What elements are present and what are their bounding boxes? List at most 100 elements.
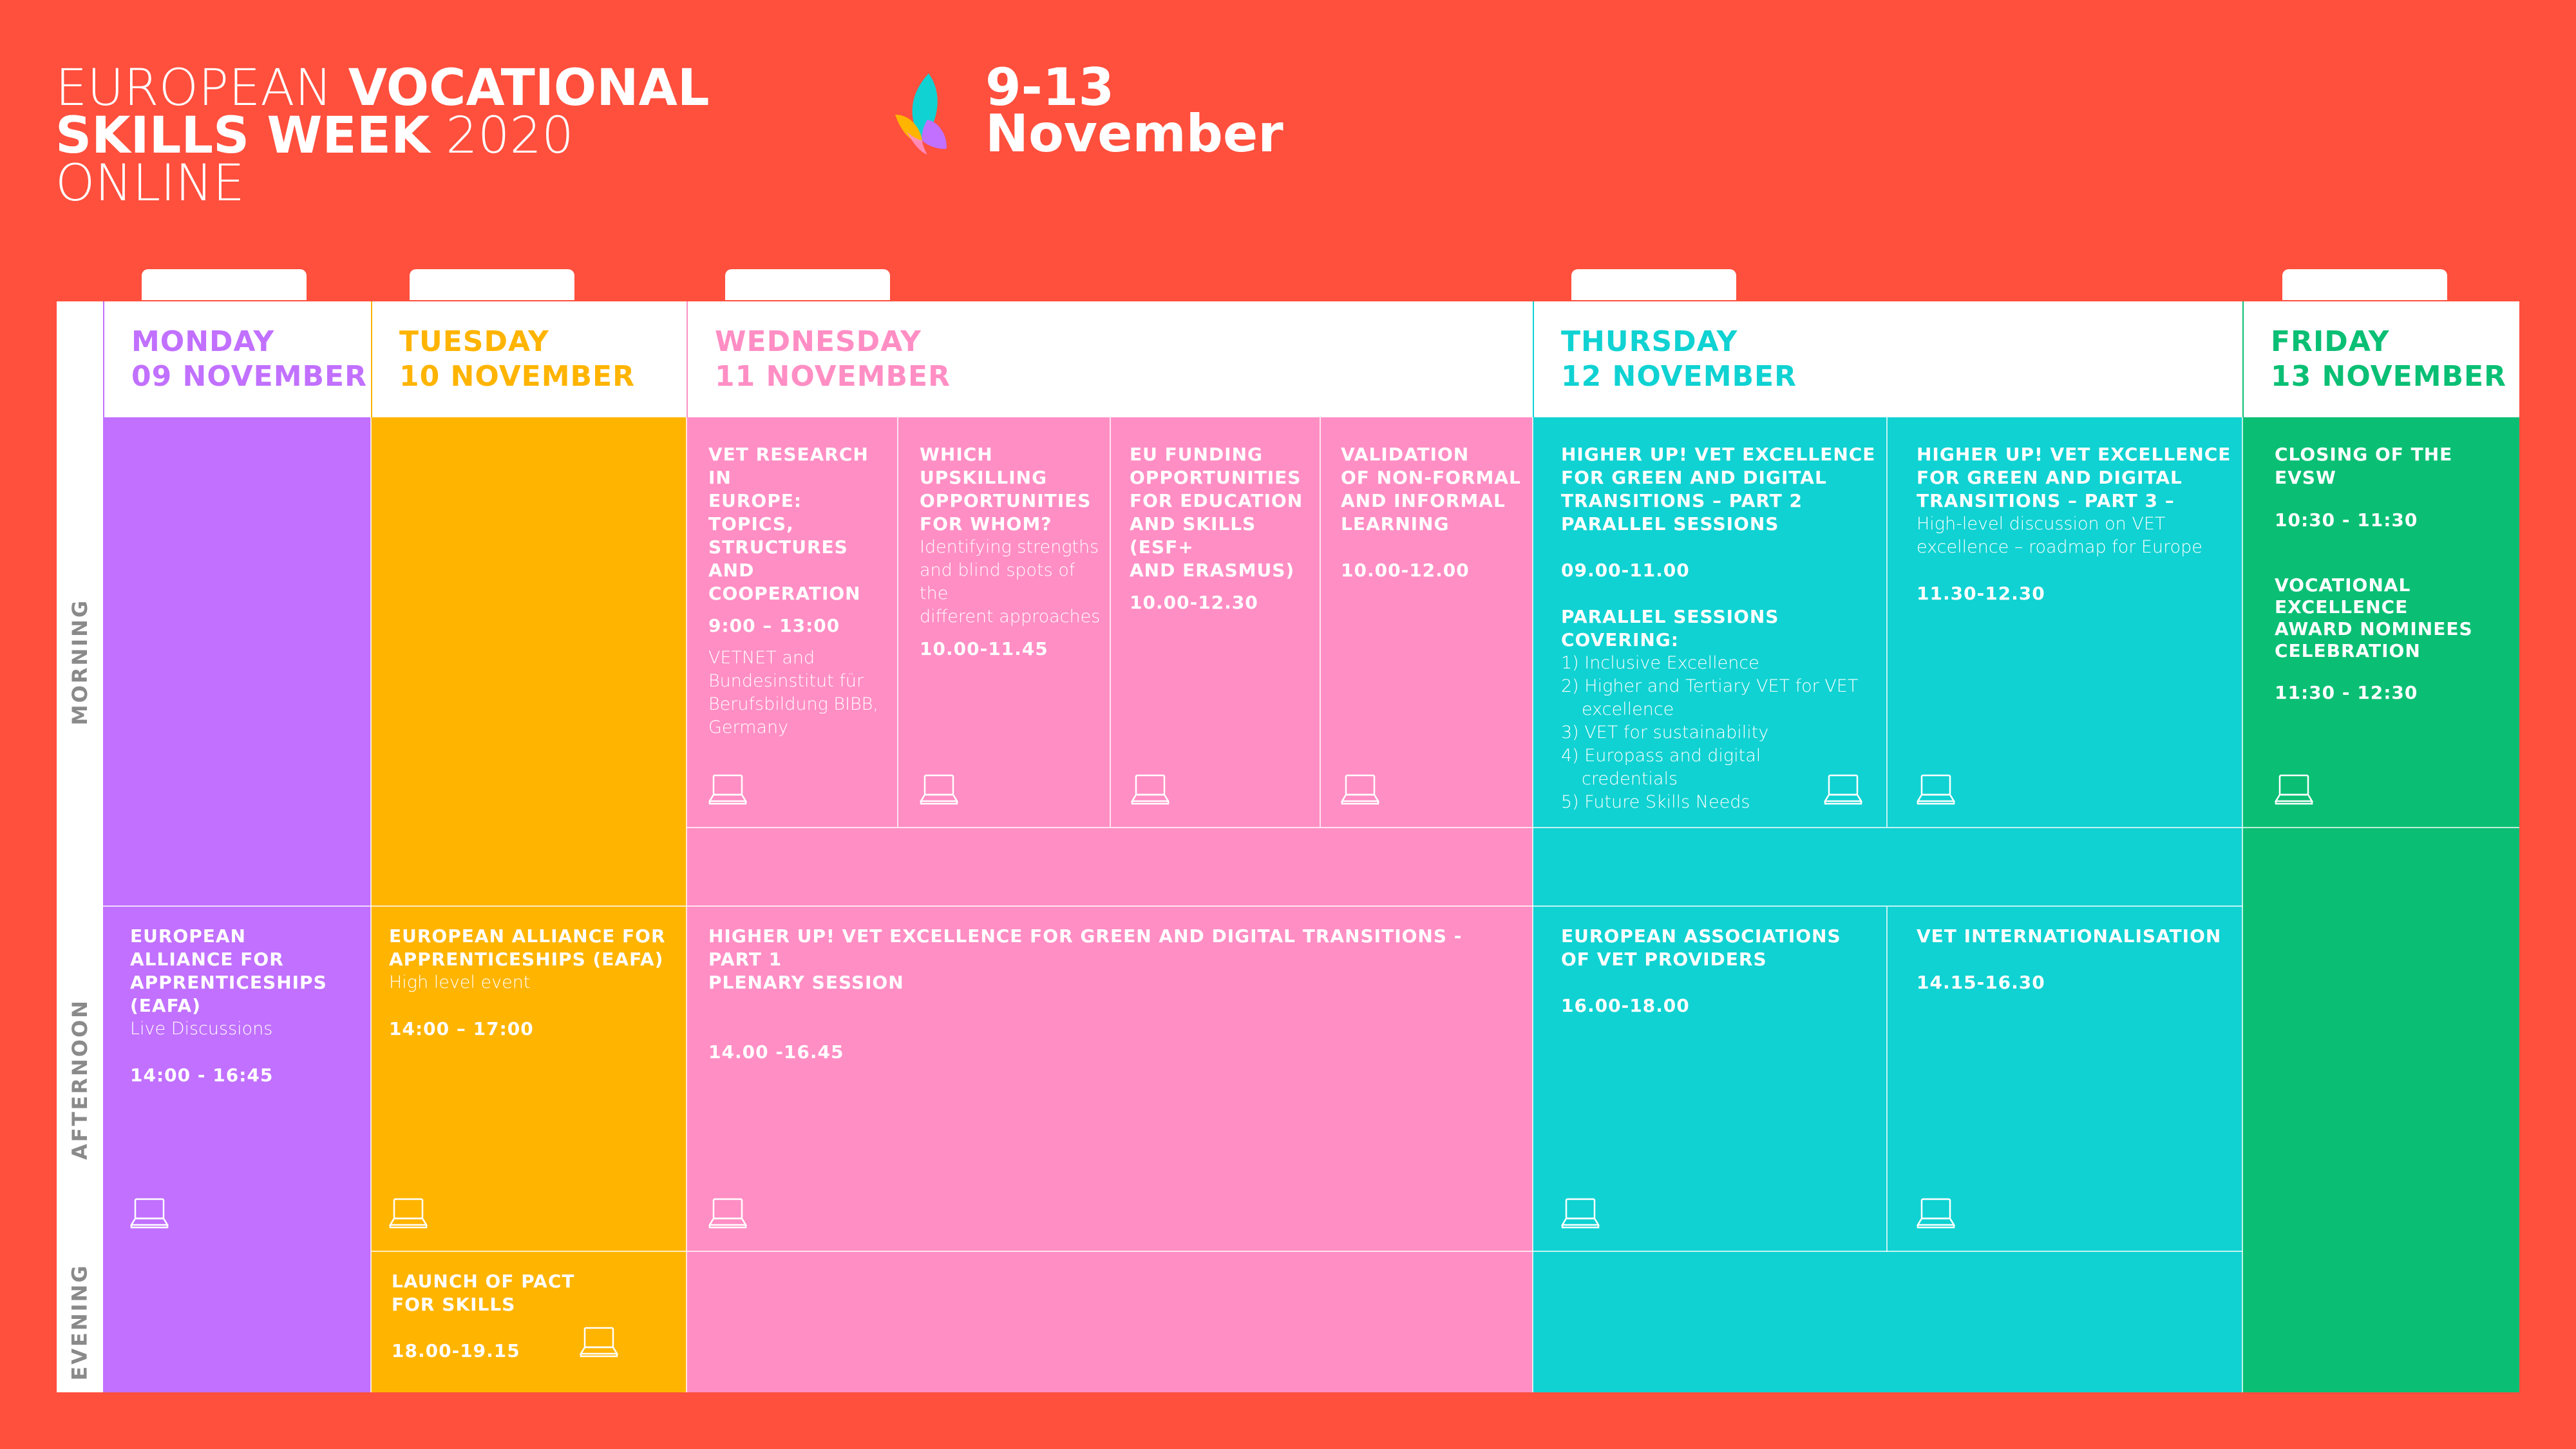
thursday-column <box>1533 417 2242 1392</box>
divider <box>897 417 898 827</box>
event-vet-research[interactable]: VET RESEARCH IN EUROPE: TOPICS, STRUCTURES … <box>708 443 895 739</box>
parallel-sessions-list: 1) Inclusive Excellence 2) Higher and Te… <box>1561 653 1859 812</box>
title-line-3: ONLINE <box>55 155 245 213</box>
event-pact-for-skills[interactable]: LAUNCH OF PACT FOR SKILLS 18.00-19.15 <box>392 1270 598 1363</box>
event-dates: 9-13 November <box>985 62 1283 164</box>
event-description: Identifying strengths and blind spots of … <box>920 537 1101 627</box>
event-time: 11:30 - 12:30 <box>2275 682 2418 703</box>
day-name: WEDNESDAY <box>715 325 922 358</box>
day-header-friday: FRIDAY 13 NOVEMBER <box>2242 301 2519 417</box>
parallel-sessions-heading: PARALLEL SESSIONS COVERING: <box>1561 606 1779 650</box>
divider <box>371 1251 2242 1252</box>
day-name: TUESDAY <box>399 325 549 358</box>
title-light-1: EUROPEAN <box>55 59 348 117</box>
laptop-icon <box>1131 774 1170 805</box>
day-date: 13 NOVEMBER <box>2271 360 2506 393</box>
laptop-icon <box>1917 774 1955 805</box>
friday-column <box>2242 417 2519 1392</box>
day-header-tuesday: TUESDAY 10 NOVEMBER <box>371 301 687 417</box>
tab-wednesday <box>725 269 890 300</box>
day-header-thursday: THURSDAY 12 NOVEMBER <box>1533 301 2242 417</box>
laptop-icon <box>1824 774 1862 805</box>
event-time: 10.00-12.30 <box>1130 592 1258 613</box>
tab-friday <box>2282 269 2447 300</box>
evsw-logo-icon <box>895 73 947 155</box>
day-header-monday: MONDAY 09 NOVEMBER <box>103 301 371 417</box>
event-time: 10:30 - 11:30 <box>2275 509 2418 531</box>
event-time: 9:00 – 13:00 <box>708 615 840 636</box>
event-description: High level event <box>389 972 531 992</box>
day-date: 10 NOVEMBER <box>399 360 635 393</box>
event-time: 10.00-11.45 <box>920 638 1048 659</box>
laptop-icon <box>708 774 747 805</box>
event-european-associations[interactable]: EUROPEAN ASSOCIATIONS OF VET PROVIDERS 1… <box>1561 925 1883 1018</box>
title-bold-2: SKILLS WEEK <box>55 107 430 165</box>
tab-thursday <box>1571 269 1736 300</box>
laptop-icon <box>920 774 958 805</box>
row-label-afternoon: AFTERNOON <box>68 999 93 1160</box>
divider <box>1886 417 1888 827</box>
event-title: VET INTERNATIONALISATION <box>1917 925 2222 947</box>
event-description: Live Discussions <box>130 1019 273 1039</box>
divider <box>1320 417 1321 827</box>
day-date: 11 NOVEMBER <box>715 360 951 393</box>
event-time: 11.30-12.30 <box>1917 583 2045 604</box>
event-time: 14.15-16.30 <box>1917 972 2045 993</box>
event-description: High-level discussion on VET excellence –… <box>1917 514 2202 557</box>
row-label-morning: MORNING <box>68 598 93 726</box>
divider <box>1110 417 1111 827</box>
event-closing-evsw[interactable]: CLOSING OF THE EVSW 10:30 - 11:30 <box>2275 443 2513 532</box>
laptop-icon <box>2275 774 2313 805</box>
event-time: 16.00-18.00 <box>1561 995 1690 1016</box>
event-title: VET RESEARCH IN EUROPE: TOPICS, STRUCTURES … <box>708 444 869 604</box>
laptop-icon <box>708 1198 747 1229</box>
day-name: FRIDAY <box>2271 325 2390 358</box>
event-title: EUROPEAN ALLIANCE FOR APPRENTICESHIPS (EAFA… <box>130 925 327 1016</box>
dates-month: November <box>985 104 1283 164</box>
event-title: EU FUNDING OPPORTUNITIES FOR EDUCATION AND … <box>1130 444 1303 581</box>
event-higher-up-part-1[interactable]: HIGHER UP! VET EXCELLENCE FOR GREEN AND … <box>708 925 1520 1064</box>
title-light-2: 2020 <box>430 107 574 165</box>
day-name: MONDAY <box>131 325 275 358</box>
day-header-wednesday: WEDNESDAY 11 NOVEMBER <box>687 301 1533 417</box>
event-higher-up-part-2[interactable]: HIGHER UP! VET EXCELLENCE FOR GREEN AND D… <box>1561 443 1883 814</box>
event-title: HIGHER UP! VET EXCELLENCE FOR GREEN AND … <box>708 925 1463 993</box>
event-vet-internationalisation[interactable]: VET INTERNATIONALISATION 14.15-16.30 <box>1917 925 2232 994</box>
divider <box>687 827 2519 828</box>
event-time: 14:00 - 16:45 <box>130 1065 274 1086</box>
event-title: HIGHER UP! VET EXCELLENCE FOR GREEN AND D… <box>1917 444 2231 511</box>
day-date: 12 NOVEMBER <box>1561 360 1797 393</box>
event-title: HIGHER UP! VET EXCELLENCE FOR GREEN AND D… <box>1561 444 1876 535</box>
event-time: 14.00 -16.45 <box>708 1041 844 1063</box>
day-name: THURSDAY <box>1561 325 1738 358</box>
event-title: EUROPEAN VOCATIONAL SKILLS WEEK 2020 ONL… <box>55 63 710 213</box>
event-eu-funding[interactable]: EU FUNDING OPPORTUNITIES FOR EDUCATION AND … <box>1130 443 1316 614</box>
laptop-icon <box>1917 1198 1955 1229</box>
event-eafa-live-discussions[interactable]: EUROPEAN ALLIANCE FOR APPRENTICESHIPS (EAFA… <box>130 925 362 1087</box>
tuesday-column <box>371 417 687 1392</box>
event-upskilling-opportunities[interactable]: WHICH UPSKILLING OPPORTUNITIES FOR WHOM? Id… <box>920 443 1106 661</box>
event-validation-learning[interactable]: VALIDATION OF NON-FORMAL AND INFORMAL LEARN… <box>1341 443 1528 582</box>
divider <box>370 417 372 1392</box>
event-title: EUROPEAN ASSOCIATIONS OF VET PROVIDERS <box>1561 925 1841 970</box>
day-date: 09 NOVEMBER <box>131 360 367 393</box>
event-title: EUROPEAN ALLIANCE FOR APPRENTICESHIPS (EA… <box>389 925 666 970</box>
laptop-icon <box>1341 774 1379 805</box>
event-title: CLOSING OF THE EVSW <box>2275 444 2453 488</box>
event-title: WHICH UPSKILLING OPPORTUNITIES FOR WHOM? <box>920 444 1092 535</box>
event-vocational-excellence-award[interactable]: VOCATIONAL EXCELLENCE AWARD NOMINEES CELEBR… <box>2275 574 2513 705</box>
event-higher-up-part-3[interactable]: HIGHER UP! VET EXCELLENCE FOR GREEN AND D… <box>1917 443 2232 605</box>
event-time: 18.00-19.15 <box>392 1340 520 1361</box>
laptop-icon <box>389 1198 428 1229</box>
laptop-icon <box>580 1327 618 1358</box>
event-description: VETNET and Bundesinstitut für Berufsbildun… <box>708 648 878 737</box>
event-time: 10.00-12.00 <box>1341 560 1470 581</box>
event-eafa-high-level[interactable]: EUROPEAN ALLIANCE FOR APPRENTICESHIPS (EA… <box>389 925 679 1041</box>
row-label-column: MORNING AFTERNOON EVENING <box>57 301 103 1392</box>
divider <box>103 905 2242 907</box>
tab-tuesday <box>410 269 574 300</box>
event-title: VOCATIONAL EXCELLENCE AWARD NOMINEES CELEBR… <box>2275 574 2473 661</box>
divider <box>2242 417 2243 1392</box>
event-time: 09.00-11.00 <box>1561 560 1690 581</box>
row-label-evening: EVENING <box>68 1264 92 1381</box>
